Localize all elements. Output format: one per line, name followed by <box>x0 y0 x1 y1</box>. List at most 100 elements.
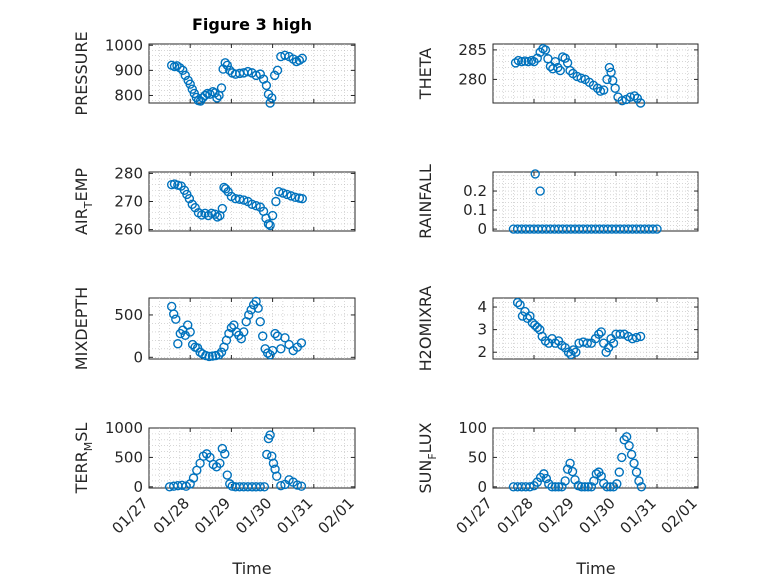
data-point <box>251 296 261 307</box>
data-point <box>276 344 286 354</box>
data-point <box>596 327 606 337</box>
data-point <box>634 476 644 486</box>
data-point <box>535 186 545 196</box>
data-point <box>185 327 195 337</box>
subplot-pressure: 800 900 1000 PRESSURE <box>72 31 356 116</box>
data-point <box>270 328 280 339</box>
data-points <box>508 432 647 492</box>
x-tick-label: 01/31 <box>617 494 660 537</box>
data-point <box>636 482 647 492</box>
y-tick-label: 2 <box>477 343 487 361</box>
data-point <box>217 443 228 454</box>
data-point <box>626 449 637 460</box>
data-point <box>512 297 523 308</box>
data-point <box>567 466 578 477</box>
data-point <box>169 309 179 319</box>
y-tick-label: 280 <box>458 70 487 88</box>
data-point <box>184 193 195 204</box>
data-point <box>553 62 563 73</box>
data-point <box>608 338 619 348</box>
data-point <box>220 58 230 68</box>
x-axis-label-right: Time <box>575 559 615 578</box>
data-point <box>171 314 181 324</box>
data-point <box>265 430 275 440</box>
data-point <box>263 219 274 229</box>
data-point <box>290 192 300 202</box>
y-tick-label: 800 <box>114 86 143 104</box>
data-point <box>629 458 639 468</box>
data-point <box>259 482 270 492</box>
y-axis-label: THETA <box>416 48 435 100</box>
y-tick-label: 1000 <box>105 36 143 54</box>
data-point <box>614 467 624 477</box>
subplot-h2omixra: 2 3 4 H2OMIXRA <box>416 286 699 371</box>
data-point <box>276 480 286 491</box>
y-tick-label: 50 <box>468 448 487 466</box>
data-points <box>508 169 662 234</box>
data-point <box>560 476 570 486</box>
data-point <box>173 339 183 349</box>
y-tick-label: 100 <box>458 419 487 437</box>
data-points <box>512 297 646 360</box>
data-point <box>571 347 581 357</box>
y-axis-label: PRESSURE <box>72 31 91 115</box>
data-point <box>510 58 521 68</box>
data-point <box>612 479 622 489</box>
data-point <box>297 193 307 204</box>
data-point <box>271 196 281 207</box>
data-point <box>555 65 565 76</box>
x-tick-label: 01/28 <box>494 494 537 537</box>
data-point <box>617 452 627 463</box>
data-point <box>253 303 263 313</box>
data-point <box>560 53 570 63</box>
data-point <box>568 345 579 355</box>
data-point <box>625 92 636 102</box>
data-point <box>610 83 620 93</box>
y-tick-label: 500 <box>114 448 143 466</box>
y-tick-label: 0 <box>477 478 487 496</box>
x-axis-label-left: Time <box>231 559 271 578</box>
data-point <box>540 45 551 55</box>
data-point <box>267 93 277 103</box>
y-axis-label: MIXDEPTH <box>72 287 91 370</box>
x-tick-label: 01/28 <box>150 494 193 537</box>
x-tick-label: 01/27 <box>453 494 496 537</box>
data-point <box>220 449 230 459</box>
data-points <box>164 430 307 492</box>
data-point <box>566 349 576 360</box>
data-point <box>550 482 561 492</box>
data-points <box>166 296 307 362</box>
data-point <box>180 70 190 81</box>
subplot-mixdepth: 0 500 MIXDEPTH <box>72 287 356 370</box>
data-point <box>280 333 290 343</box>
data-point <box>576 482 587 492</box>
data-point <box>602 74 612 85</box>
data-point <box>580 482 590 492</box>
y-axis-label: SUNFLUX <box>416 422 439 493</box>
data-point <box>624 440 634 451</box>
data-point <box>582 338 592 348</box>
data-point <box>269 70 280 81</box>
data-point <box>200 90 210 101</box>
y-tick-label: 0 <box>477 220 487 238</box>
data-point <box>265 98 275 108</box>
data-point <box>583 482 593 492</box>
data-point <box>541 473 551 484</box>
x-tick-label: 01/30 <box>576 494 619 537</box>
data-point <box>204 351 214 362</box>
data-point <box>215 458 225 468</box>
data-points <box>166 179 307 231</box>
data-point <box>627 333 638 344</box>
data-point <box>292 480 303 490</box>
data-point <box>286 191 296 201</box>
y-tick-label: 260 <box>114 221 143 239</box>
data-point <box>562 464 573 474</box>
y-tick-label: 285 <box>458 41 487 59</box>
data-point <box>265 220 275 231</box>
data-point <box>185 79 195 89</box>
data-point <box>239 195 249 205</box>
data-point <box>207 351 218 361</box>
figure-title: Figure 3 high <box>192 15 312 34</box>
